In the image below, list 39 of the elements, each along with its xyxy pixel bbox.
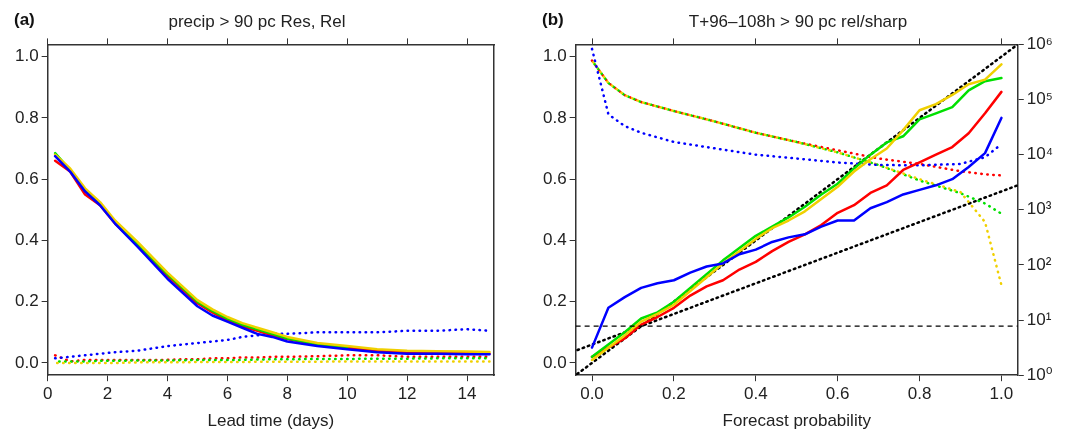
y-tick-label: 0.8 (14, 107, 39, 127)
x-tick-label: 0.8 (907, 384, 932, 404)
y2-tick-label: 10⁶ (1026, 34, 1053, 54)
y2-tick-label: 10² (1026, 254, 1052, 274)
text: (b) (542, 10, 564, 30)
y2-tick-label: 10⁰ (1026, 364, 1053, 384)
x-tick-label: 14 (457, 384, 477, 404)
x-tick-label: 2 (102, 384, 113, 404)
x-tick-label: 1.0 (989, 384, 1014, 404)
x-tick-label: 0.2 (662, 384, 686, 404)
x-tick-label: 4 (162, 384, 173, 404)
y-tick-label: 0.4 (14, 230, 39, 250)
y-tick-label: 0.2 (14, 291, 39, 311)
text: (a) (14, 10, 35, 30)
x-axis-title: Lead time (days) (207, 411, 335, 431)
y-tick-label: 0.2 (542, 291, 567, 311)
x-tick-label: 0.6 (825, 384, 850, 404)
y-tick-label: 0.6 (14, 168, 39, 188)
y2-tick-label: 10⁵ (1026, 89, 1053, 109)
y-tick-label: 1.0 (542, 46, 567, 66)
y2-tick-label: 10¹ (1026, 309, 1052, 329)
chart-title: precip > 90 pc Res, Rel (168, 11, 346, 31)
y-tick-label: 0.4 (542, 230, 567, 250)
y-tick-label: 0.0 (542, 352, 567, 372)
x-tick-label: 8 (282, 384, 293, 404)
y-tick-label: 0.6 (542, 168, 567, 188)
y-tick-label: 1.0 (14, 46, 39, 66)
y2-tick-label: 10³ (1026, 199, 1052, 219)
x-tick-label: 0 (42, 384, 53, 404)
y2-tick-label: 10⁴ (1026, 144, 1053, 164)
y-tick-label: 0.0 (14, 352, 39, 372)
x-tick-label: 6 (222, 384, 233, 404)
x-tick-label: 12 (397, 384, 417, 404)
y-tick-label: 0.8 (542, 107, 567, 127)
x-axis-title: Forecast probability (722, 411, 872, 431)
x-tick-label: 0.4 (743, 384, 768, 404)
x-tick-label: 0.0 (580, 384, 604, 404)
x-tick-label: 10 (337, 384, 357, 404)
chart-title: T+96–108h > 90 pc rel/sharp (688, 11, 908, 31)
